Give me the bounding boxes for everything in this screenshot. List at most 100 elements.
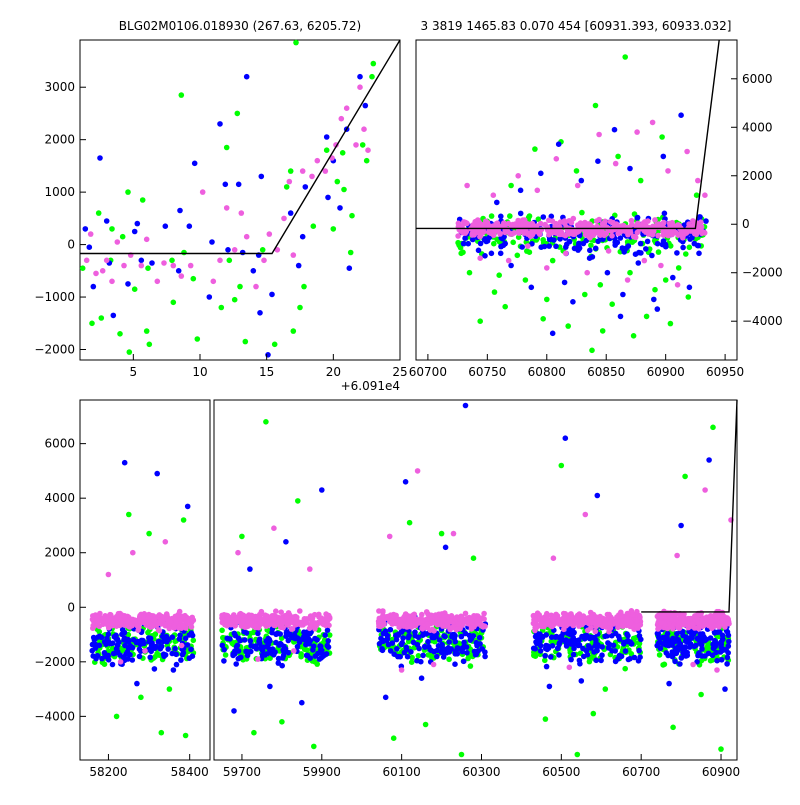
data-point [641, 227, 647, 234]
data-point [655, 626, 661, 632]
data-point [721, 613, 728, 620]
data-point [522, 277, 529, 283]
data-point [231, 247, 238, 253]
data-point [287, 210, 294, 216]
data-point [684, 148, 690, 155]
data-point [678, 112, 684, 118]
data-point [161, 260, 167, 266]
data-point [191, 160, 198, 167]
data-point [561, 279, 568, 286]
data-point [284, 620, 291, 626]
data-point [406, 519, 413, 526]
data-point [634, 608, 640, 615]
data-point [387, 648, 394, 654]
data-point [121, 262, 127, 269]
data-point [593, 218, 600, 224]
data-point [617, 235, 624, 241]
data-point [170, 667, 177, 673]
fit-line [641, 399, 738, 613]
data-point [263, 419, 269, 425]
data-point [139, 197, 146, 203]
x-tick-label: 15 [259, 365, 274, 379]
data-point [590, 710, 597, 717]
data-point [562, 435, 569, 442]
data-point [451, 631, 457, 638]
data-point [110, 312, 117, 319]
data-point [279, 620, 286, 626]
data-point [165, 646, 171, 652]
data-point [278, 615, 285, 621]
x-tick-label: 25 [392, 365, 407, 379]
data-point [635, 260, 642, 266]
data-point [575, 247, 581, 253]
data-point [498, 243, 504, 250]
data-point [169, 257, 175, 264]
data-point [322, 632, 329, 638]
data-point [673, 635, 680, 642]
data-point [544, 296, 550, 303]
data-point [610, 219, 616, 226]
data-point [222, 652, 229, 658]
data-point [496, 272, 503, 279]
data-point [231, 296, 238, 303]
data-point [606, 641, 613, 648]
data-point [556, 652, 562, 658]
data-point [450, 530, 457, 537]
data-point [109, 278, 115, 285]
data-point [379, 647, 386, 654]
data-point [103, 641, 109, 648]
data-point [408, 659, 415, 665]
data-point [627, 165, 633, 172]
data-point [713, 649, 719, 656]
data-point [235, 655, 242, 662]
data-point [588, 625, 594, 631]
data-point [134, 680, 140, 687]
x-tick-label: 60950 [706, 365, 744, 379]
plot-frame-left [79, 399, 211, 761]
data-point [247, 638, 254, 644]
data-point [476, 219, 483, 226]
data-point [233, 661, 239, 667]
data-point [119, 631, 125, 638]
data-point [533, 228, 540, 235]
data-point [465, 240, 472, 247]
data-point [685, 623, 692, 630]
data-point [724, 661, 730, 667]
data-point [474, 642, 480, 649]
data-point [482, 653, 488, 660]
data-point [595, 238, 601, 245]
data-point [301, 629, 307, 635]
data-point [224, 612, 230, 619]
data-point [287, 168, 294, 174]
data-point [517, 187, 524, 194]
data-point [146, 611, 152, 618]
data-point [621, 249, 627, 255]
data-point [718, 746, 724, 752]
data-point [94, 652, 101, 659]
data-point [690, 661, 696, 668]
data-point [460, 240, 467, 247]
y-tick-label: −2000 [742, 266, 783, 280]
data-point [508, 182, 514, 189]
data-point [278, 635, 285, 641]
data-point [418, 675, 425, 681]
y-tick-label: −2000 [34, 343, 75, 357]
data-point [235, 648, 242, 654]
data-point [677, 661, 683, 667]
data-point [248, 613, 254, 619]
data-point [339, 150, 346, 156]
data-point [706, 457, 712, 463]
data-point [719, 618, 726, 624]
data-point [264, 613, 270, 619]
data-point [378, 635, 384, 642]
data-point [537, 220, 544, 227]
data-point [307, 566, 313, 572]
data-point [694, 617, 700, 624]
data-point [91, 621, 98, 628]
data-point [425, 652, 432, 658]
data-point [143, 328, 150, 334]
data-point [549, 218, 556, 224]
data-point [136, 646, 143, 652]
data-point [172, 645, 178, 652]
